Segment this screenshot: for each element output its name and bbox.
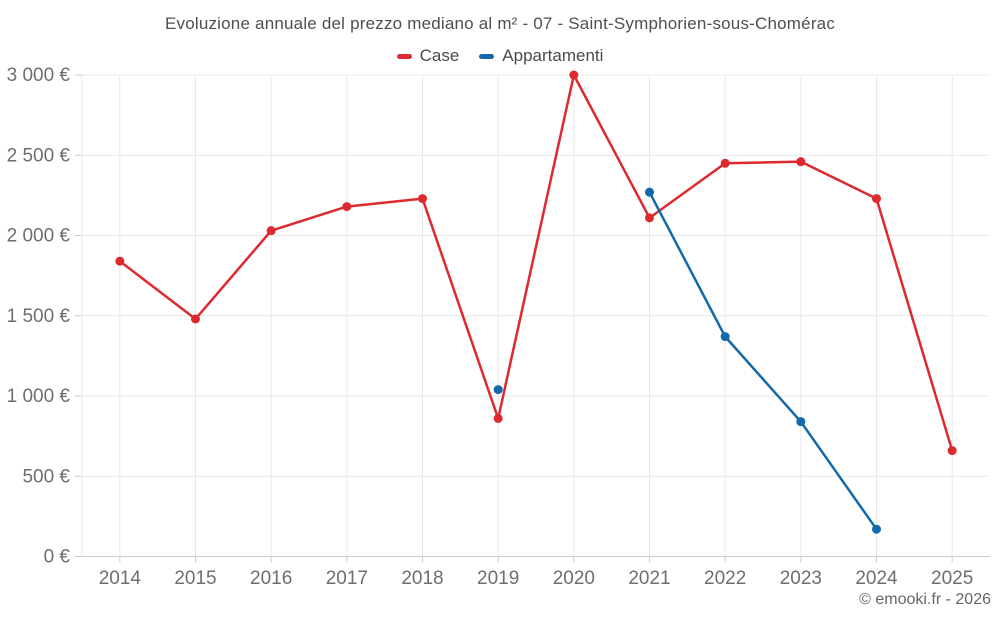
data-point-case-2019[interactable] <box>493 413 503 423</box>
x-axis-label: 2018 <box>401 568 443 589</box>
legend-item-case[interactable]: Case <box>396 46 460 66</box>
y-axis-label: 500 € <box>22 466 70 487</box>
legend-label-appartamenti: Appartamenti <box>502 46 604 65</box>
data-point-case-2021[interactable] <box>645 213 654 223</box>
x-axis-label: 2016 <box>250 568 292 589</box>
x-axis-label: 2025 <box>931 568 973 589</box>
legend-swatch-case <box>396 53 412 59</box>
data-point-case-2014[interactable] <box>115 256 125 266</box>
legend-label-case: Case <box>419 46 460 65</box>
legend-item-appartamenti[interactable]: Appartamenti <box>479 46 603 66</box>
data-point-case-2025[interactable] <box>947 446 957 456</box>
data-point-case-2024[interactable] <box>872 194 881 204</box>
data-point-appartamenti-2019[interactable] <box>493 385 503 395</box>
data-point-case-2023[interactable] <box>796 157 806 167</box>
y-axis-label: 2 000 € <box>7 226 71 247</box>
data-point-case-2015[interactable] <box>191 314 200 324</box>
x-axis-label: 2014 <box>99 568 142 589</box>
y-axis-label: 1 000 € <box>7 386 71 407</box>
x-axis-label: 2017 <box>326 568 368 589</box>
chart-title: Evoluzione annuale del prezzo mediano al… <box>164 14 836 33</box>
x-axis-label: 2022 <box>704 568 746 589</box>
data-point-appartamenti-2023[interactable] <box>796 417 806 427</box>
x-axis-label: 2021 <box>628 568 670 589</box>
y-axis-label: 1 500 € <box>7 306 71 327</box>
data-point-case-2016[interactable] <box>266 226 276 236</box>
data-point-case-2020[interactable] <box>569 70 579 80</box>
series-line-appartamenti <box>648 190 878 531</box>
data-point-case-2018[interactable] <box>418 194 427 204</box>
data-point-appartamenti-2024[interactable] <box>872 524 881 534</box>
x-axis-label: 2024 <box>855 568 898 589</box>
x-axis-label: 2019 <box>477 568 519 589</box>
data-point-appartamenti-2022[interactable] <box>720 332 730 342</box>
copyright-footer: © emooki.fr - 2026 <box>859 591 991 608</box>
x-axis-label: 2015 <box>174 568 216 589</box>
y-axis-label: 3 000 € <box>7 65 71 86</box>
series-line-case <box>118 73 954 452</box>
data-point-appartamenti-2021[interactable] <box>645 187 654 197</box>
legend-swatch-appartamenti <box>479 53 495 59</box>
y-axis-label: 2 500 € <box>7 145 71 166</box>
data-point-case-2017[interactable] <box>342 202 352 212</box>
x-axis-label: 2020 <box>553 568 595 589</box>
x-axis-label: 2023 <box>780 568 822 589</box>
data-point-case-2022[interactable] <box>720 158 730 168</box>
legend: Case Appartamenti <box>0 46 1000 66</box>
y-axis-label: 0 € <box>44 547 71 568</box>
